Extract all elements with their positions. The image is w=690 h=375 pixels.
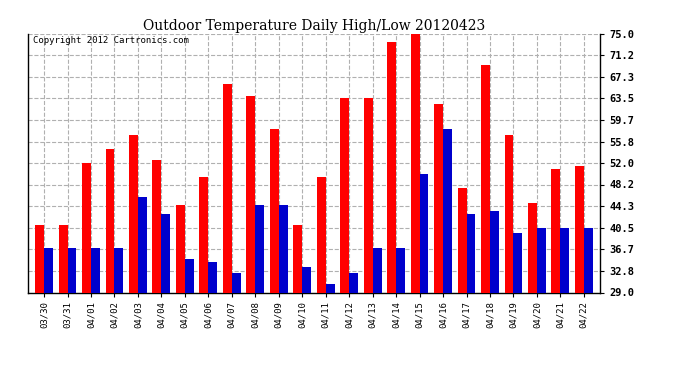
Bar [91,248,100,292]
Bar [326,284,335,292]
Bar [349,273,358,292]
Bar [364,99,373,292]
Bar [584,228,593,292]
Bar [560,228,569,292]
Bar [106,149,115,292]
Bar [129,135,138,292]
Bar [302,267,311,292]
Bar [68,248,77,292]
Bar [420,174,428,292]
Bar [185,259,194,292]
Bar [199,177,208,292]
Bar [176,206,185,292]
Bar [223,84,232,292]
Bar [279,206,288,292]
Bar [504,135,513,292]
Bar [317,177,326,292]
Text: Copyright 2012 Cartronics.com: Copyright 2012 Cartronics.com [33,36,189,45]
Bar [35,225,44,292]
Bar [457,188,466,292]
Bar [528,202,537,292]
Bar [537,228,546,292]
Bar [138,197,147,292]
Title: Outdoor Temperature Daily High/Low 20120423: Outdoor Temperature Daily High/Low 20120… [143,19,485,33]
Bar [270,129,279,292]
Bar [82,163,91,292]
Bar [44,248,53,292]
Bar [387,42,396,292]
Bar [434,104,443,292]
Bar [551,169,560,292]
Bar [59,225,68,292]
Bar [208,262,217,292]
Bar [232,273,241,292]
Bar [255,206,264,292]
Bar [246,96,255,292]
Bar [513,233,522,292]
Bar [396,248,405,292]
Bar [481,64,490,292]
Bar [443,129,452,292]
Bar [490,211,499,292]
Bar [411,34,420,292]
Bar [293,225,302,292]
Bar [466,214,475,292]
Bar [152,160,161,292]
Bar [340,99,349,292]
Bar [373,248,382,292]
Bar [161,214,170,292]
Bar [575,166,584,292]
Bar [115,248,124,292]
